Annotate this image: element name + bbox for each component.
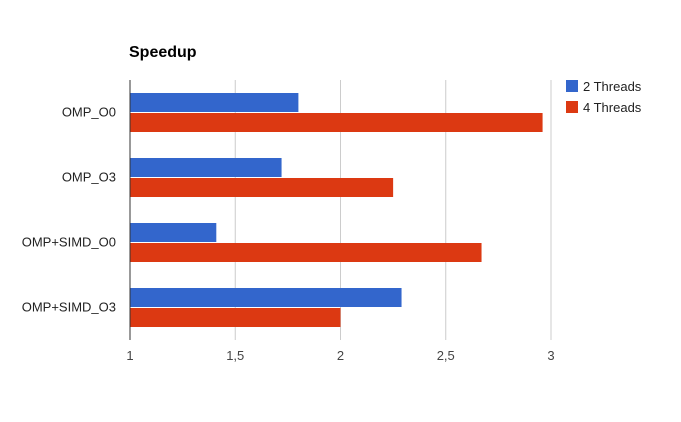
- bar: [130, 308, 341, 327]
- category-label: OMP_O3: [62, 170, 116, 185]
- bars-layer: [130, 93, 543, 327]
- x-tick-label: 1,5: [226, 348, 244, 363]
- x-tick-label: 2: [337, 348, 344, 363]
- bar: [130, 223, 217, 242]
- x-tick-label: 2,5: [437, 348, 455, 363]
- legend-swatch: [566, 101, 578, 113]
- category-label: OMP+SIMD_O3: [22, 300, 116, 315]
- bar: [130, 243, 482, 262]
- x-tick-label: 1: [126, 348, 133, 363]
- x-tick-label: 3: [547, 348, 554, 363]
- legend: 2 Threads 4 Threads: [566, 79, 642, 115]
- category-label: OMP_O0: [62, 105, 116, 120]
- legend-label: 4 Threads: [583, 100, 642, 115]
- category-label: OMP+SIMD_O0: [22, 235, 116, 250]
- bar: [130, 178, 394, 197]
- bar: [130, 158, 282, 177]
- axis-layer: 1 1,5 2 2,5 3 OMP_O0 OMP_O3 OMP+SIMD_O0 OMP+SIMD…: [22, 80, 555, 363]
- bar: [130, 113, 543, 132]
- legend-swatch: [566, 80, 578, 92]
- chart-title: Speedup: [129, 44, 197, 61]
- bar: [130, 93, 299, 112]
- legend-label: 2 Threads: [583, 79, 642, 94]
- bar: [130, 288, 402, 307]
